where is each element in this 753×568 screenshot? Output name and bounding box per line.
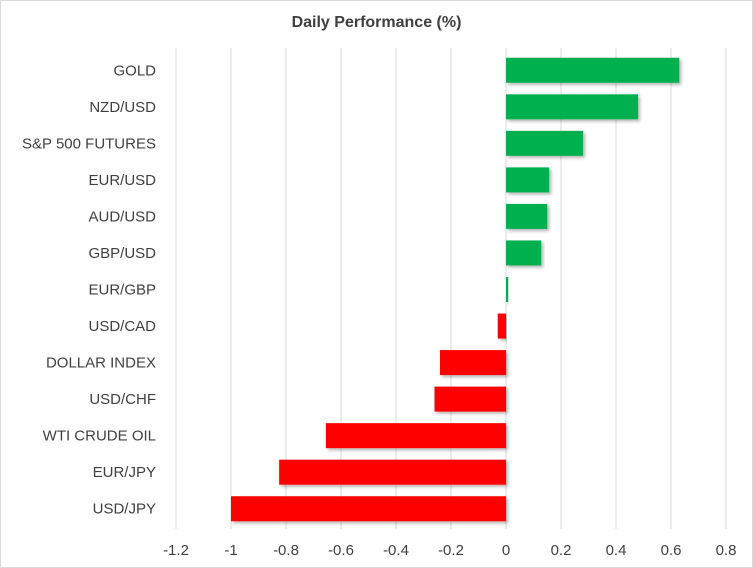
bar [440,350,506,376]
category-label: DOLLAR INDEX [46,355,156,372]
x-tick-label: 0.2 [551,542,572,559]
x-tick-label: 0 [502,542,510,559]
bar [279,459,506,485]
bar [506,240,542,266]
bar [506,130,583,156]
category-label: WTI CRUDE OIL [43,428,156,445]
category-label: S&P 500 FUTURES [22,135,156,152]
bar [506,57,680,83]
x-tick-label: 0.4 [606,542,627,559]
bar [506,94,638,120]
category-label: EUR/GBP [88,282,156,299]
bar [506,277,509,302]
x-tick-label: -0.4 [383,542,409,559]
category-label: GBP/USD [88,245,156,262]
x-tick-label: -0.6 [328,542,354,559]
x-tick-label: -1 [224,542,237,559]
category-label: USD/JPY [93,501,156,518]
bar [325,423,506,449]
bar [434,386,506,412]
chart-title: Daily Performance (%) [291,14,462,31]
x-tick-label: -0.8 [273,542,299,559]
x-tick-label: 0.8 [716,542,737,559]
x-tick-label: -0.2 [438,542,464,559]
category-label: AUD/USD [88,208,156,225]
category-label: USD/CHF [89,391,156,408]
x-tick-label: 0.6 [661,542,682,559]
category-label: EUR/USD [88,172,156,189]
category-label: EUR/JPY [93,464,156,481]
bar [506,203,548,229]
bar [506,167,550,193]
x-tick-label: -1.2 [163,542,189,559]
bar [497,313,506,339]
category-label: NZD/USD [89,99,156,116]
bar [231,496,506,522]
category-label: GOLD [113,62,156,79]
category-label: USD/CAD [88,318,156,335]
